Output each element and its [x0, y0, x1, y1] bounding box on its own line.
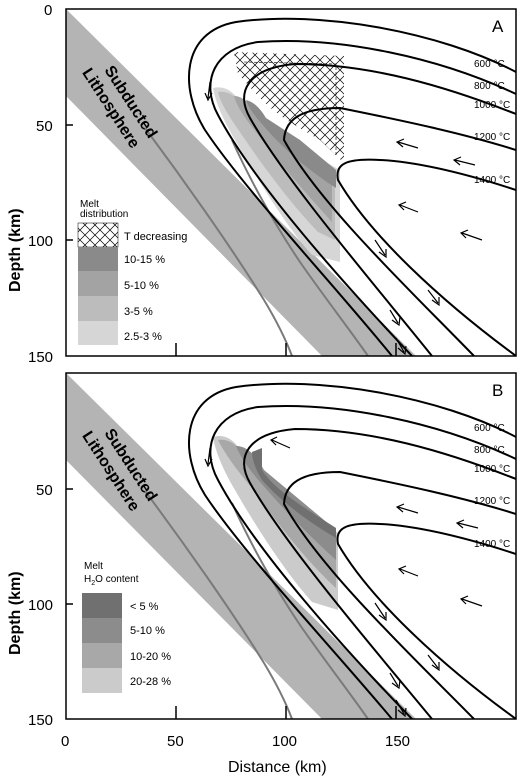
legend-b-title: Melt — [84, 561, 103, 572]
svg-text:600 °C: 600 °C — [474, 423, 505, 434]
isotherm-800 — [209, 40, 516, 356]
legend-swatch — [82, 593, 122, 618]
slab-internal-line — [231, 502, 369, 719]
isotherm-labels-b: 600 °C 800 °C 1000 °C 1200 °C 1400 °C — [474, 423, 510, 550]
isotherm-1400 — [336, 522, 516, 719]
svg-text:1200 °C: 1200 °C — [474, 132, 510, 143]
y-tick-150: 150 — [28, 349, 53, 366]
legend-a-label: T decreasing — [124, 231, 187, 243]
legend-b-label: 10-20 % — [130, 651, 171, 663]
isotherms — [188, 382, 516, 719]
legend-swatch — [78, 247, 118, 271]
slab-internal-line — [144, 490, 293, 719]
y-tick-150: 150 — [28, 712, 53, 729]
legend-swatch-hatch — [77, 222, 119, 248]
panel-b: 50 100 150 Depth (km) B Subducted Lithos… — [7, 372, 517, 729]
panel-a: 0 50 100 150 Depth (km) A Subducted Lith… — [7, 2, 517, 366]
legend-a-label: 3-5 % — [124, 306, 153, 318]
y-tick-50: 50 — [36, 118, 53, 135]
x-tick-50: 50 — [167, 733, 184, 750]
legend-b-label: 5-10 % — [130, 625, 165, 637]
slab-internal-line — [144, 127, 293, 356]
isotherms — [188, 17, 516, 356]
legend-a: Melt distribution T decreasing 10-15 % 5… — [77, 199, 187, 345]
flow-arrows — [204, 81, 483, 356]
y-axis-label-a: Depth (km) — [7, 208, 24, 292]
legend-swatch — [82, 618, 122, 643]
legend-a-label: 5-10 % — [124, 280, 159, 292]
legend-a-label: 2.5-3 % — [124, 331, 162, 343]
y-axis-label-b: Depth (km) — [7, 571, 24, 655]
slab-internal-line — [231, 139, 369, 356]
isotherm-1000 — [243, 62, 516, 356]
melt-region — [213, 52, 344, 262]
legend-a-title: Melt — [80, 199, 99, 210]
legend-b-label: < 5 % — [130, 601, 159, 613]
isotherm-600 — [188, 382, 516, 719]
isotherm-800 — [209, 405, 516, 719]
x-tick-100: 100 — [272, 733, 297, 750]
x-tick-0: 0 — [61, 733, 69, 750]
legend-b: Melt H2O content < 5 % 5-10 % 10-20 % 20… — [82, 561, 171, 693]
y-tick-0: 0 — [44, 2, 52, 19]
isotherm-1200 — [282, 106, 516, 356]
isotherm-labels-a: 600 °C 800 °C 1000 °C 1200 °C 1400 °C — [474, 59, 510, 186]
y-tick-100: 100 — [28, 233, 53, 250]
svg-text:800 °C: 800 °C — [474, 81, 505, 92]
legend-a-label: 10-15 % — [124, 254, 165, 266]
legend-a-title: distribution — [80, 209, 128, 220]
subducted-slab — [66, 373, 416, 719]
svg-text:1400 °C: 1400 °C — [474, 175, 510, 186]
isotherm-1000 — [243, 427, 516, 719]
panel-b-frame — [65, 372, 517, 720]
legend-swatch — [82, 643, 122, 668]
svg-text:1400 °C: 1400 °C — [474, 539, 510, 550]
y-tick-100: 100 — [28, 597, 53, 614]
x-axis-label: Distance (km) — [228, 759, 327, 776]
subducted-slab — [66, 9, 416, 356]
legend-swatch — [82, 668, 122, 693]
svg-text:800 °C: 800 °C — [474, 445, 505, 456]
legend-b-title: H2O content — [84, 574, 139, 587]
svg-text:600 °C: 600 °C — [474, 59, 505, 70]
svg-text:1000 °C: 1000 °C — [474, 100, 510, 111]
x-tick-150: 150 — [385, 733, 410, 750]
flow-arrows — [204, 436, 483, 718]
legend-swatch — [78, 296, 118, 321]
isotherm-1400 — [336, 158, 516, 356]
panel-a-letter: A — [492, 17, 504, 36]
y-tick-50: 50 — [36, 482, 53, 499]
svg-text:1000 °C: 1000 °C — [474, 464, 510, 475]
isotherm-1200 — [282, 470, 516, 719]
legend-swatch — [78, 321, 118, 345]
legend-b-label: 20-28 % — [130, 676, 171, 688]
panel-a-frame — [65, 8, 517, 357]
svg-text:1200 °C: 1200 °C — [474, 496, 510, 507]
panel-b-letter: B — [492, 381, 503, 400]
legend-swatch — [78, 271, 118, 296]
isotherm-600 — [188, 17, 516, 356]
